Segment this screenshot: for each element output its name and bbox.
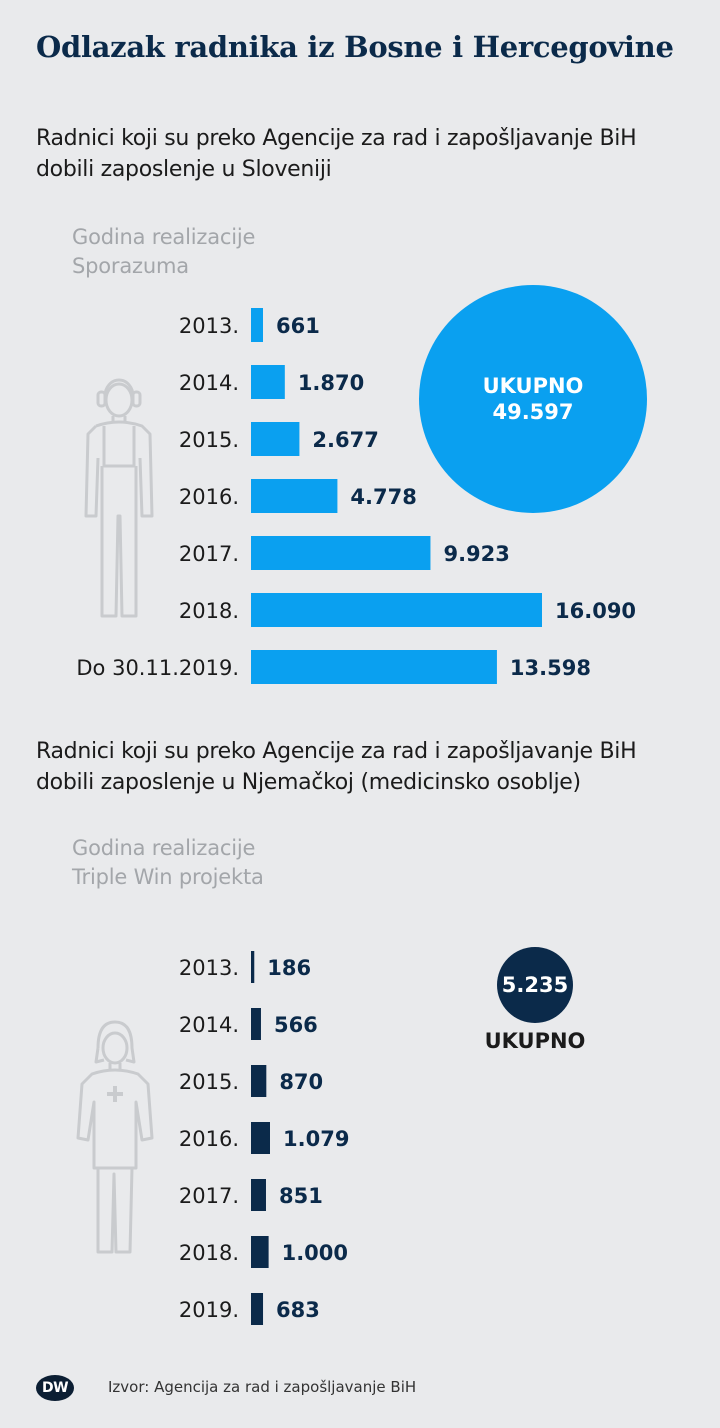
chart2-category-label: 2019. — [179, 1298, 239, 1322]
chart2-bar — [251, 1122, 270, 1154]
chart1-category-label: 2017. — [179, 542, 239, 566]
chart1-axis-caption: Godina realizacije Sporazuma — [72, 225, 256, 278]
chart1-total-value: 49.597 — [492, 400, 574, 424]
chart2-total-value: 5.235 — [501, 973, 569, 997]
chart2-value-label: 870 — [279, 1070, 323, 1094]
chart1-bar — [251, 479, 338, 513]
chart1-category-label: 2015. — [179, 428, 239, 452]
chart1-value-label: 13.598 — [510, 656, 591, 680]
chart1-bar — [251, 308, 263, 342]
chart2-bars: 2013. 186 2014. 566 2015. 870 2016. 1.079 2017. 8… — [179, 951, 349, 1325]
chart2-total-circle: 5.235 — [497, 947, 573, 1023]
chart1-value-label: 9.923 — [443, 542, 509, 566]
chart2-bar — [251, 1179, 266, 1211]
chart2-value-label: 186 — [267, 956, 311, 980]
male-worker-icon — [84, 378, 154, 618]
chart1-bar — [251, 536, 431, 570]
chart1-value-label: 2.677 — [312, 428, 378, 452]
chart2-value-label: 566 — [274, 1013, 318, 1037]
chart2-total-label: UKUPNO — [484, 1029, 586, 1053]
chart2-bar — [251, 951, 255, 983]
chart1-value-label: 4.778 — [350, 485, 416, 509]
chart1-value-label: 661 — [276, 314, 320, 338]
chart2-bar — [251, 1065, 267, 1097]
chart1-category-label: 2014. — [179, 371, 239, 395]
chart1-category-label: Do 30.11.2019. — [76, 656, 239, 680]
source-note: Izvor: Agencija za rad i zapošljavanje B… — [108, 1378, 417, 1396]
chart2-bar — [251, 1008, 261, 1040]
nurse-icon — [76, 1020, 154, 1254]
chart2-value-label: 683 — [276, 1298, 320, 1322]
chart1-category-label: 2013. — [179, 314, 239, 338]
chart1-total-label: UKUPNO — [482, 374, 584, 398]
chart1-total-circle: UKUPNO 49.597 — [419, 285, 647, 513]
chart2-value-label: 1.079 — [283, 1127, 349, 1151]
chart1-bar — [251, 593, 542, 627]
chart2-value-label: 851 — [279, 1184, 323, 1208]
chart1-value-label: 16.090 — [555, 599, 636, 623]
chart2-category-label: 2018. — [179, 1241, 239, 1265]
chart1-bar — [251, 365, 285, 399]
chart2-category-label: 2014. — [179, 1013, 239, 1037]
chart2-bar — [251, 1236, 269, 1268]
chart2-bar — [251, 1293, 264, 1325]
chart2-value-label: 1.000 — [282, 1241, 348, 1265]
chart1-bar — [251, 650, 497, 684]
chart1-value-label: 1.870 — [298, 371, 364, 395]
chart2-subtitle: Radnici koji su preko Agencije za rad i … — [36, 739, 637, 795]
chart2-axis-caption: Godina realizacije Triple Win projekta — [72, 836, 264, 889]
chart1-subtitle: Radnici koji su preko Agencije za rad i … — [36, 126, 637, 182]
chart1-category-label: 2016. — [179, 485, 239, 509]
dw-logo: DW — [36, 1375, 74, 1401]
chart2-category-label: 2016. — [179, 1127, 239, 1151]
chart2-category-label: 2017. — [179, 1184, 239, 1208]
page-title: Odlazak radnika iz Bosne i Hercegovine — [36, 30, 674, 64]
chart2-category-label: 2015. — [179, 1070, 239, 1094]
chart2-category-label: 2013. — [179, 956, 239, 980]
chart1-category-label: 2018. — [179, 599, 239, 623]
chart1-bar — [251, 422, 300, 456]
chart1-bars: 2013. 661 2014. 1.870 2015. 2.677 2016. 4.778 20… — [76, 308, 636, 684]
